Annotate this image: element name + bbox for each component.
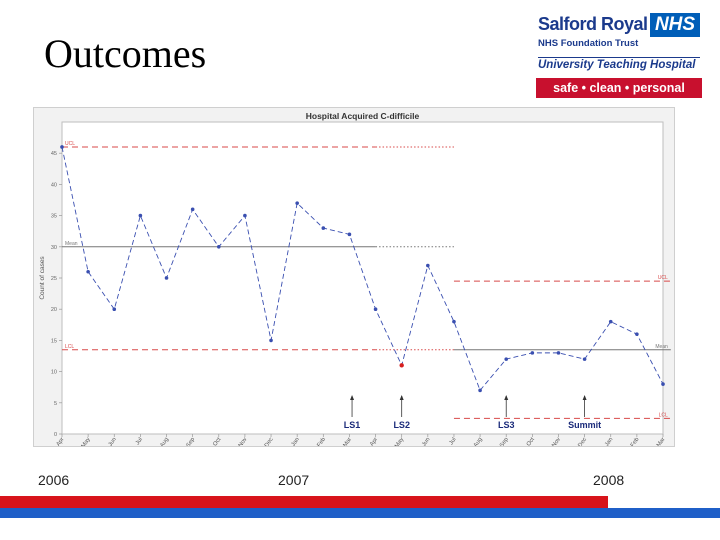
- x-tick-label: Nov: [551, 437, 562, 446]
- year-label-2006: 2006: [38, 472, 70, 488]
- x-tick-label: Aug: [159, 437, 170, 446]
- chart-frame: Hospital Acquired C-difficile Count of ca…: [33, 107, 675, 449]
- spc-chart: Hospital Acquired C-difficile Count of ca…: [39, 111, 671, 449]
- x-tick-label: May: [81, 437, 92, 446]
- y-tick-label: 35: [51, 214, 57, 220]
- footer-blue-bar: [0, 508, 720, 518]
- series-line: [61, 146, 664, 392]
- data-point: [86, 269, 90, 274]
- hospital-logo: Salford Royal NHS NHS Foundation Trust U…: [536, 10, 702, 100]
- data-point: [138, 213, 143, 218]
- x-tick-label: Nov: [238, 437, 249, 446]
- data-point: [243, 213, 247, 218]
- logo-tagline: safe • clean • personal: [536, 78, 702, 98]
- data-point: [608, 319, 613, 324]
- limit-label: UCL: [658, 275, 668, 281]
- y-tick-label: 20: [51, 307, 57, 313]
- annotation-arrowhead: [399, 395, 404, 400]
- data-point: [635, 332, 639, 336]
- annotation-label: LS3: [498, 420, 515, 430]
- annotation-arrowhead: [350, 395, 355, 400]
- chart-title: Hospital Acquired C-difficile: [306, 111, 420, 121]
- data-point: [373, 307, 378, 311]
- logo-subtitle: University Teaching Hospital: [538, 57, 700, 71]
- x-tick-label: Sep: [185, 437, 196, 446]
- annotation-arrowhead: [582, 395, 587, 400]
- y-tick-label: 15: [51, 338, 57, 344]
- y-tick-label: 25: [51, 276, 57, 282]
- data-point: [295, 201, 299, 205]
- x-tick-label: Dec: [577, 437, 588, 446]
- slide-title: Outcomes: [44, 31, 207, 76]
- annotation-label: Summit: [568, 420, 601, 430]
- footer-red-bar: [0, 496, 608, 508]
- data-point: [661, 382, 665, 386]
- data-point: [582, 357, 587, 361]
- data-point: [478, 388, 482, 393]
- year-label-2008: 2008: [593, 472, 625, 488]
- data-point: [556, 351, 561, 355]
- y-tick-label: 10: [51, 370, 57, 376]
- annotation-label: LS2: [393, 420, 410, 430]
- y-tick-label: 40: [51, 182, 57, 188]
- logo-organisation: Salford Royal: [538, 14, 648, 34]
- limit-label: UCL: [65, 141, 75, 147]
- x-tick-label: Apr: [56, 437, 66, 446]
- x-tick-label: Mar: [342, 437, 353, 446]
- plot-area: [61, 121, 664, 435]
- x-tick-label: Feb: [630, 437, 641, 446]
- x-tick-label: Jun: [108, 437, 118, 446]
- x-tick-label: May: [394, 437, 405, 446]
- x-tick-label: Jun: [421, 437, 431, 446]
- limit-label: Mean: [65, 241, 78, 247]
- data-point: [190, 207, 195, 212]
- x-tick-label: Oct: [212, 436, 222, 446]
- x-tick-label: Jul: [448, 437, 457, 446]
- data-point: [112, 307, 117, 311]
- y-tick-label: 45: [51, 151, 57, 157]
- x-tick-label: Jan: [291, 437, 301, 446]
- data-point: [426, 263, 430, 268]
- nhs-mark: NHS: [650, 13, 700, 37]
- limit-label: Mean: [655, 344, 668, 350]
- x-tick-label: Apr: [369, 437, 379, 446]
- x-tick-label: Mar: [656, 437, 667, 446]
- y-tick-label: 30: [51, 245, 57, 251]
- logo-trust-name: NHS Foundation Trust: [538, 38, 639, 49]
- limit-label: LCL: [659, 412, 668, 418]
- data-point: [164, 276, 169, 280]
- y-axis-label: Count of cases: [39, 256, 46, 300]
- x-tick-label: Feb: [316, 437, 327, 446]
- annotation-arrowhead: [504, 395, 509, 400]
- x-tick-label: Aug: [473, 437, 484, 446]
- y-tick-label: 0: [54, 432, 57, 438]
- y-tick-label: 5: [54, 401, 57, 407]
- data-point: [452, 319, 456, 324]
- x-tick-label: Oct: [526, 436, 536, 446]
- data-point: [347, 232, 352, 237]
- year-label-2007: 2007: [278, 472, 310, 488]
- highlighted-data-point: [399, 363, 404, 368]
- x-tick-label: Sep: [499, 437, 510, 446]
- data-point: [321, 226, 326, 230]
- data-point: [216, 245, 221, 249]
- x-tick-label: Jan: [604, 437, 614, 446]
- annotation-label: LS1: [344, 420, 361, 430]
- x-tick-label: Dec: [264, 437, 275, 446]
- data-point: [269, 338, 273, 343]
- x-tick-label: Jul: [135, 437, 144, 446]
- data-point: [504, 357, 509, 361]
- data-point: [530, 351, 535, 355]
- data-point: [60, 145, 64, 149]
- limit-label: LCL: [65, 344, 74, 350]
